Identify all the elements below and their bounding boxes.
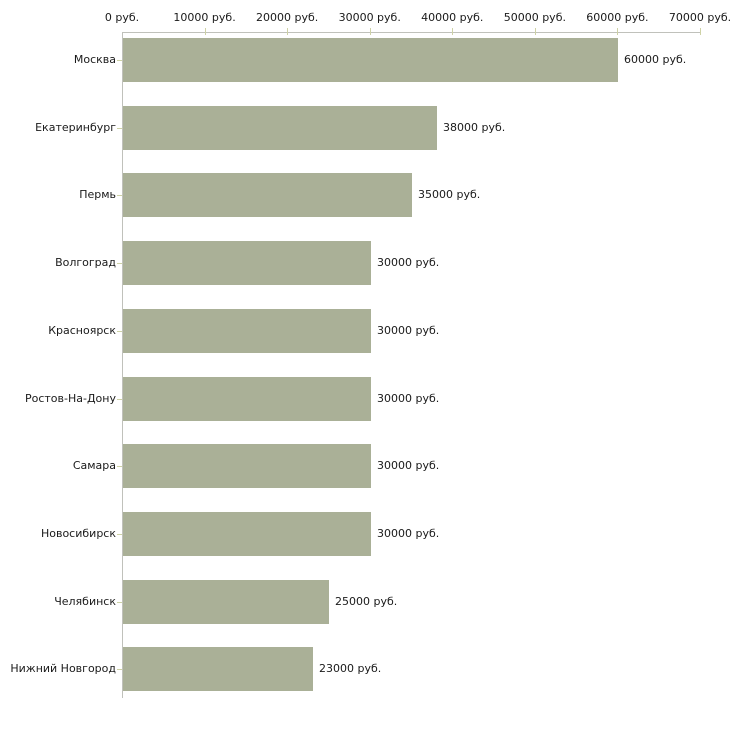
category-label: Новосибирск <box>40 527 116 540</box>
bar <box>123 377 371 421</box>
bar <box>123 106 437 150</box>
category-label: Екатеринбург <box>35 121 116 134</box>
bar-value-label: 30000 руб. <box>377 459 440 472</box>
category-tick-mark <box>117 466 122 467</box>
x-axis-tick-mark <box>452 28 453 35</box>
bar <box>123 309 371 353</box>
category-label: Волгоград <box>55 256 116 269</box>
bar <box>123 38 618 82</box>
x-axis-tick-label: 20000 руб. <box>256 11 319 24</box>
category-tick-mark <box>117 195 122 196</box>
category-label: Самара <box>72 459 116 472</box>
category-label: Москва <box>73 53 116 66</box>
category-tick-mark <box>117 669 122 670</box>
category-label: Челябинск <box>54 595 116 608</box>
category-tick-mark <box>117 602 122 603</box>
category-label: Красноярск <box>48 324 116 337</box>
bar-value-label: 25000 руб. <box>335 595 398 608</box>
bar <box>123 580 329 624</box>
x-axis-tick-mark <box>370 28 371 35</box>
bar-value-label: 30000 руб. <box>377 256 440 269</box>
x-axis-line <box>122 32 701 33</box>
y-axis-line <box>122 32 123 698</box>
bar-value-label: 60000 руб. <box>624 53 687 66</box>
bar <box>123 173 412 217</box>
category-tick-mark <box>117 399 122 400</box>
category-label: Пермь <box>79 188 116 201</box>
bar-value-label: 30000 руб. <box>377 392 440 405</box>
x-axis-tick-label: 0 руб. <box>104 11 140 24</box>
x-axis-tick-mark <box>287 28 288 35</box>
bar-value-label: 38000 руб. <box>443 121 506 134</box>
x-axis-tick-label: 50000 руб. <box>503 11 566 24</box>
x-axis-tick-label: 60000 руб. <box>586 11 649 24</box>
x-axis-tick-mark <box>617 28 618 35</box>
bar <box>123 647 313 691</box>
category-tick-mark <box>117 60 122 61</box>
category-tick-mark <box>117 534 122 535</box>
category-tick-mark <box>117 263 122 264</box>
bar-value-label: 23000 руб. <box>319 662 382 675</box>
category-label: Нижний Новгород <box>10 662 116 675</box>
bar-value-label: 30000 руб. <box>377 324 440 337</box>
bar-value-label: 30000 руб. <box>377 527 440 540</box>
x-axis-tick-label: 40000 руб. <box>421 11 484 24</box>
x-axis-tick-label: 70000 руб. <box>668 11 730 24</box>
x-axis-tick-mark <box>535 28 536 35</box>
bar <box>123 444 371 488</box>
category-tick-mark <box>117 128 122 129</box>
x-axis-tick-label: 10000 руб. <box>173 11 236 24</box>
bar <box>123 512 371 556</box>
category-tick-mark <box>117 331 122 332</box>
x-axis-tick-mark <box>700 28 701 35</box>
bar-value-label: 35000 руб. <box>418 188 481 201</box>
category-label: Ростов-На-Дону <box>24 392 116 405</box>
x-axis-tick-label: 30000 руб. <box>338 11 401 24</box>
x-axis-tick-mark <box>205 28 206 35</box>
bar <box>123 241 371 285</box>
